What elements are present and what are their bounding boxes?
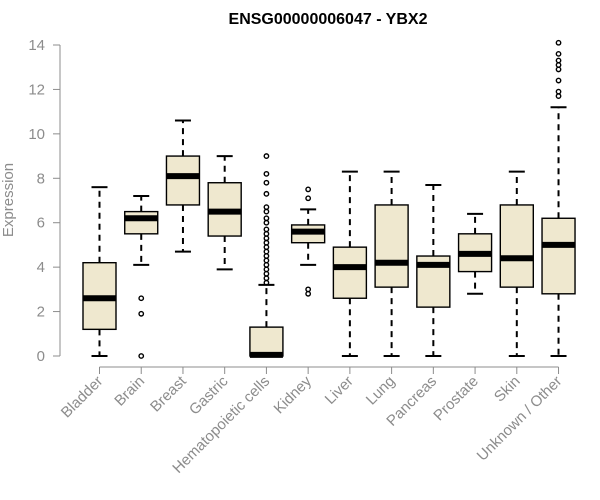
outlier-point <box>263 239 270 246</box>
box-iqr <box>124 210 159 235</box>
outlier-point <box>263 230 270 237</box>
outlier-point <box>263 226 270 233</box>
x-tick-label: Kidney <box>271 372 316 417</box>
boxes-layer <box>82 39 576 359</box>
box-group <box>124 195 159 359</box>
box-group <box>499 170 534 357</box>
box-iqr <box>374 204 409 288</box>
chart-title: ENSG00000006047 - YBX2 <box>229 11 428 28</box>
outlier-point <box>263 170 270 177</box>
y-axis: 0 2 4 6 8 10 12 14 <box>28 37 61 365</box>
outlier-point <box>555 88 562 95</box>
outlier-point <box>263 266 270 273</box>
box-iqr <box>541 217 576 295</box>
box-group <box>374 170 409 357</box>
box-group <box>541 39 576 357</box>
outlier-point <box>263 179 270 186</box>
outlier-point <box>555 62 562 68</box>
box-group <box>207 155 242 271</box>
outlier-point <box>555 39 562 46</box>
outlier-point <box>555 77 562 84</box>
box-iqr <box>165 155 201 206</box>
outlier-point <box>555 93 562 99</box>
x-tick-label: Prostate <box>430 373 482 425</box>
y-tick-label: 12 <box>28 81 45 98</box>
outlier-point <box>138 353 145 359</box>
box-group <box>416 183 451 357</box>
outlier-point <box>263 235 270 242</box>
y-axis-label: Expression <box>0 163 17 237</box>
x-tick-label: Liver <box>322 373 357 408</box>
x-tick-label: Breast <box>147 372 190 415</box>
box-iqr <box>332 246 368 299</box>
y-tick-label: 6 <box>37 215 45 232</box>
y-tick-label: 10 <box>28 126 45 143</box>
outlier-point <box>263 153 270 159</box>
y-tick-label: 4 <box>37 259 45 276</box>
box-group <box>290 186 326 297</box>
y-tick-label: 0 <box>37 348 45 365</box>
outlier-point <box>263 248 270 255</box>
outlier-point <box>138 295 145 302</box>
outlier-point <box>263 253 270 259</box>
box-iqr <box>499 204 534 288</box>
x-tick-label: Bladder <box>58 373 107 422</box>
box-group <box>165 119 201 253</box>
y-tick-label: 8 <box>37 170 45 187</box>
outlier-point <box>263 190 270 197</box>
outlier-point <box>305 186 312 193</box>
box-group <box>332 170 368 357</box>
box-iqr <box>249 326 284 357</box>
box-group <box>82 186 117 357</box>
outlier-point <box>263 270 270 277</box>
outlier-point <box>555 50 562 57</box>
outlier-point <box>263 244 270 251</box>
outlier-point <box>263 204 270 211</box>
outlier-point <box>305 290 312 297</box>
outlier-point <box>263 275 270 282</box>
outlier-point <box>305 286 312 293</box>
x-tick-label: Skin <box>491 373 524 406</box>
outlier-point <box>138 310 145 317</box>
y-tick-label: 14 <box>28 37 45 54</box>
outlier-point <box>263 208 270 215</box>
box-group <box>457 212 493 295</box>
outlier-point <box>305 195 312 202</box>
outlier-point <box>555 66 562 73</box>
box-group <box>249 153 284 358</box>
outlier-point <box>263 215 270 222</box>
x-tick-label: Brain <box>111 373 148 410</box>
outlier-point <box>555 57 562 64</box>
x-tick-label: Lung <box>363 373 399 409</box>
outlier-point <box>263 257 270 264</box>
outlier-point <box>263 262 270 268</box>
outlier-point <box>263 219 270 226</box>
y-tick-label: 2 <box>37 304 45 321</box>
outlier-point <box>263 279 270 286</box>
